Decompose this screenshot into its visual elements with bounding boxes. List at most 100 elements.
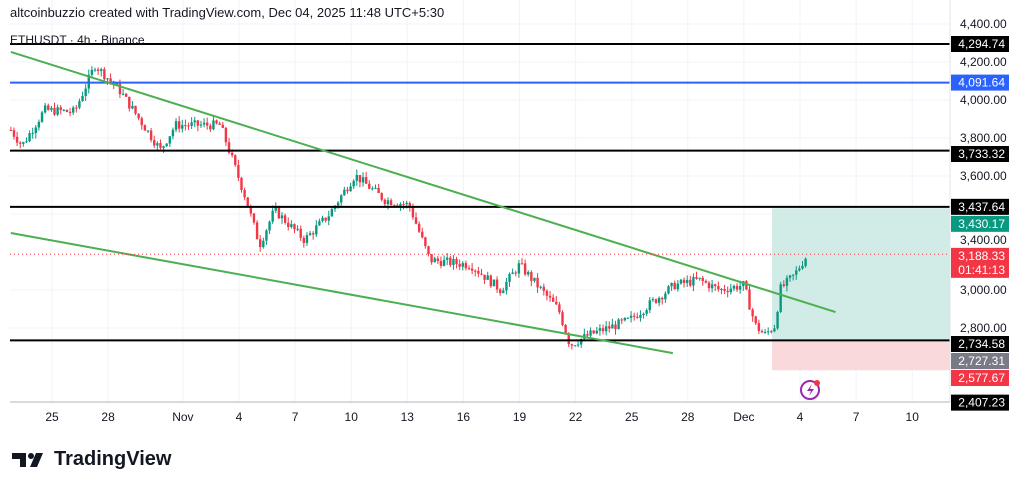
candle	[168, 136, 172, 147]
candle-body	[763, 331, 767, 333]
candle	[505, 277, 508, 295]
candle	[657, 296, 661, 307]
level-price-tag-bg	[951, 198, 1009, 215]
candle-body	[533, 277, 536, 281]
candle-body	[580, 338, 583, 345]
candle	[361, 172, 365, 187]
candle-body	[738, 286, 742, 290]
candle-body	[399, 204, 402, 207]
entry-price-tag-bg	[951, 353, 1009, 369]
candle	[71, 105, 75, 116]
candle	[100, 67, 103, 77]
candle-body	[374, 187, 377, 189]
candle	[782, 280, 785, 288]
target-price-tag: 3,430.17	[958, 217, 1005, 231]
stop-price-tag: 2,577.67	[958, 371, 1005, 385]
candle	[177, 116, 181, 133]
candle	[121, 88, 125, 96]
candle	[81, 91, 84, 102]
candle	[710, 279, 714, 293]
candle	[645, 308, 648, 317]
candle-body	[174, 121, 178, 130]
candle-body	[184, 125, 187, 127]
candle-body	[564, 324, 567, 334]
candle	[639, 310, 642, 322]
candle-body	[224, 127, 228, 143]
candle-body	[464, 263, 468, 269]
candle	[221, 121, 224, 129]
level-price-tag-bg	[951, 336, 1009, 352]
candle	[181, 119, 184, 133]
candle	[589, 327, 592, 338]
candle-body	[754, 316, 757, 324]
candle-body	[252, 213, 256, 223]
candle	[296, 225, 299, 232]
candle	[498, 288, 502, 296]
candle	[34, 124, 37, 139]
candle-body	[589, 330, 592, 336]
candle	[212, 116, 215, 131]
candle	[751, 307, 754, 322]
candle-body	[115, 83, 119, 85]
candle-body	[421, 231, 424, 238]
candle	[234, 154, 237, 167]
lightning-bolt	[807, 384, 814, 396]
candle	[617, 318, 620, 330]
candle-body	[327, 216, 330, 221]
candle-body	[530, 272, 533, 281]
candle-body	[31, 133, 34, 135]
candle-body	[732, 285, 736, 289]
candle-body	[483, 274, 486, 280]
candle-body	[657, 297, 661, 303]
candle-body	[682, 279, 686, 283]
candle-body	[287, 222, 290, 228]
candle	[692, 273, 695, 292]
symbol-label: ETHUSDT · 4h · Binance	[10, 33, 145, 47]
candle-body	[791, 274, 795, 276]
candle-body	[698, 277, 701, 279]
candle	[293, 223, 296, 234]
candle-body	[12, 130, 16, 137]
candle-body	[489, 275, 493, 287]
extra-price-tag-bg	[951, 394, 1009, 411]
time-tick-label: 13	[401, 410, 415, 424]
candle-body	[717, 286, 720, 290]
candle-body	[40, 112, 44, 122]
candle-body	[424, 237, 427, 247]
candle-body	[230, 152, 234, 156]
candle	[224, 126, 228, 147]
candle-body	[265, 230, 268, 241]
candle	[421, 227, 424, 239]
candle	[265, 229, 268, 245]
time-tick-label: 28	[681, 410, 695, 424]
candle	[149, 127, 153, 143]
candle	[377, 183, 380, 194]
candle-body	[751, 309, 754, 317]
candle-body	[199, 124, 203, 126]
candle	[128, 96, 131, 112]
candle	[19, 141, 22, 149]
entry-price-tag: 2,727.31	[958, 354, 1005, 368]
candle	[626, 317, 630, 319]
candle-body	[801, 265, 804, 269]
price-chart[interactable]: 25 28 Nov 4 7 10 13 16 19 22 25 28 Dec 4 7 10 4,400.00 4,…	[0, 0, 1024, 440]
candle	[667, 285, 670, 295]
candle-body	[9, 130, 13, 132]
candle	[467, 265, 471, 270]
trendline	[10, 50, 836, 313]
candle-body	[134, 105, 137, 114]
candle-body	[470, 268, 474, 271]
candle	[364, 171, 368, 184]
candle	[90, 66, 94, 78]
time-tick-label: 10	[345, 410, 359, 424]
candle	[290, 220, 293, 229]
candle-body	[745, 281, 748, 290]
candle	[561, 310, 564, 327]
candle	[103, 67, 106, 83]
candle-body	[782, 284, 785, 286]
candle-body	[614, 324, 617, 330]
candle	[449, 255, 452, 268]
candle	[243, 187, 246, 201]
candle-body	[299, 228, 302, 238]
